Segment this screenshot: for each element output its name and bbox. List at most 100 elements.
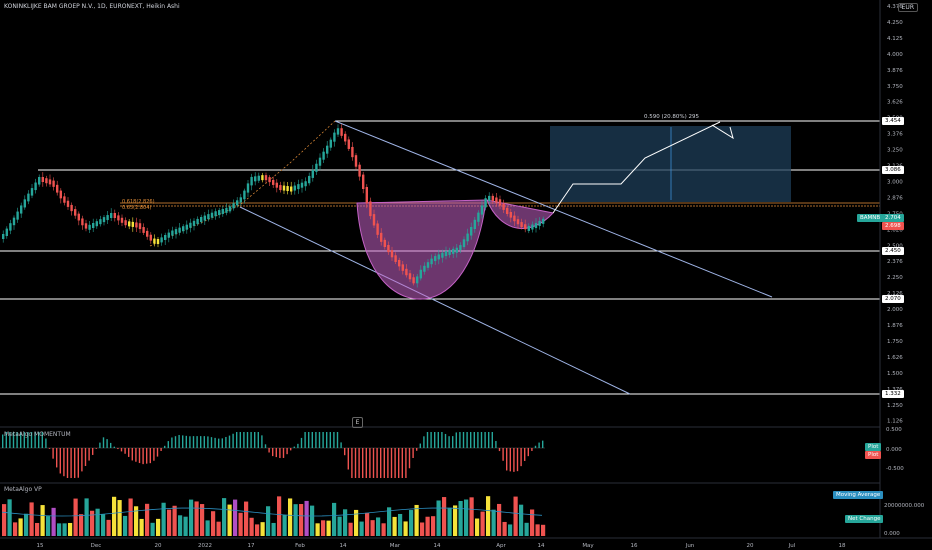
momentum-bar <box>538 442 540 448</box>
volume-moving-average <box>1 507 543 517</box>
candle-body <box>88 224 91 230</box>
candle-body <box>524 224 527 230</box>
momentum-label[interactable]: MetaAlgo MOMENTUM <box>4 431 71 438</box>
descending-channel[interactable] <box>239 120 773 395</box>
candle-body <box>182 226 185 232</box>
candle-body <box>45 178 48 184</box>
price-tick-label: 3.376 <box>887 132 903 138</box>
momentum-bar <box>387 448 389 478</box>
candle-body <box>286 186 289 192</box>
momentum-bar <box>142 448 144 465</box>
candle-body <box>477 212 480 222</box>
candle-body <box>376 223 379 235</box>
momentum-bar <box>448 436 450 448</box>
svg-text:20000000.000: 20000000.000 <box>884 503 925 509</box>
volume-bar <box>315 523 320 536</box>
candle-body <box>322 151 325 160</box>
momentum-bar <box>74 448 76 478</box>
momentum-bar <box>495 441 497 448</box>
volume-bar <box>255 524 260 536</box>
momentum-bar <box>286 448 288 455</box>
momentum-bar <box>401 448 403 478</box>
momentum-bar <box>254 432 256 448</box>
momentum-bar <box>225 436 227 448</box>
volume-bar <box>161 502 166 536</box>
momentum-bar <box>178 434 180 448</box>
candle-body <box>318 157 322 166</box>
candle-body <box>171 230 174 236</box>
momentum-bar <box>149 448 151 464</box>
currency-badge[interactable]: EUR <box>897 3 918 12</box>
candle-body <box>527 225 530 231</box>
volume-bar <box>139 518 144 536</box>
candle-body <box>156 239 160 244</box>
volume-bar <box>436 500 441 536</box>
price-tick-label: 2.250 <box>887 275 903 281</box>
volume-bar <box>359 521 364 536</box>
momentum-bar <box>257 432 259 448</box>
candle-body <box>275 182 278 188</box>
candle-body <box>12 217 16 226</box>
candle-body <box>473 219 476 229</box>
momentum-bar <box>120 448 123 452</box>
momentum-bar <box>452 436 454 448</box>
candle-body <box>444 251 448 257</box>
candle-body <box>268 177 271 183</box>
candle-body <box>419 269 422 279</box>
momentum-bar <box>437 432 439 448</box>
volume-bar <box>469 497 474 536</box>
volume-histogram[interactable] <box>1 496 546 536</box>
momentum-bar <box>66 448 69 478</box>
price-tick-label: 2.876 <box>887 195 903 201</box>
time-tick-label: 14 <box>340 543 347 549</box>
current-price-badge: 2.704 <box>882 214 904 222</box>
volume-label[interactable]: MetaAlgo VP <box>4 486 42 493</box>
price-tick-label: 3.626 <box>887 100 903 106</box>
candle-body <box>462 239 466 248</box>
symbol-badge: BAMNB <box>857 214 884 222</box>
candle-body <box>383 239 386 247</box>
candle-body <box>495 197 498 203</box>
momentum-bar <box>520 448 522 467</box>
momentum-bar <box>419 443 421 448</box>
candle-body <box>167 232 170 238</box>
horizontal-levels[interactable] <box>0 120 880 395</box>
second-price-badge: 2.698 <box>882 222 904 230</box>
momentum-bar <box>38 432 40 448</box>
time-tick-label: Mar <box>390 543 401 549</box>
candle-body <box>344 133 347 142</box>
momentum-bar <box>5 432 7 448</box>
volume-bar <box>46 516 51 536</box>
volume-bar <box>112 496 117 536</box>
volume-bar <box>35 522 40 536</box>
momentum-bar <box>153 448 155 461</box>
candle-body <box>470 227 473 236</box>
momentum-histogram[interactable] <box>2 432 544 478</box>
momentum-bar <box>117 448 119 450</box>
target-box[interactable] <box>550 126 791 202</box>
momentum-bar <box>232 433 234 448</box>
candle-body <box>185 224 188 230</box>
candle-body <box>189 222 192 228</box>
candle-body <box>9 223 12 231</box>
candle-body <box>293 185 296 191</box>
candle-body <box>257 175 260 181</box>
candle-body <box>358 164 361 177</box>
candle-body <box>351 146 354 158</box>
candle-body <box>300 182 304 188</box>
time-axis[interactable]: 15 Dec 20 2022 17 Feb 14 Mar 14 Apr 14 May 16 Jun 20 Ju… <box>37 543 846 549</box>
volume-bar <box>431 516 436 536</box>
momentum-bar <box>369 448 371 478</box>
momentum-bar <box>513 448 515 472</box>
momentum-bar <box>9 432 11 448</box>
volume-bar <box>321 520 326 536</box>
volume-bar <box>7 499 12 536</box>
earnings-button[interactable]: E <box>352 417 363 428</box>
momentum-bar <box>88 448 90 461</box>
price-tick-label: 1.876 <box>887 323 903 329</box>
volume-bar <box>370 520 375 536</box>
candle-series[interactable] <box>2 124 545 288</box>
candle-body <box>398 259 401 267</box>
momentum-bar <box>329 432 331 448</box>
